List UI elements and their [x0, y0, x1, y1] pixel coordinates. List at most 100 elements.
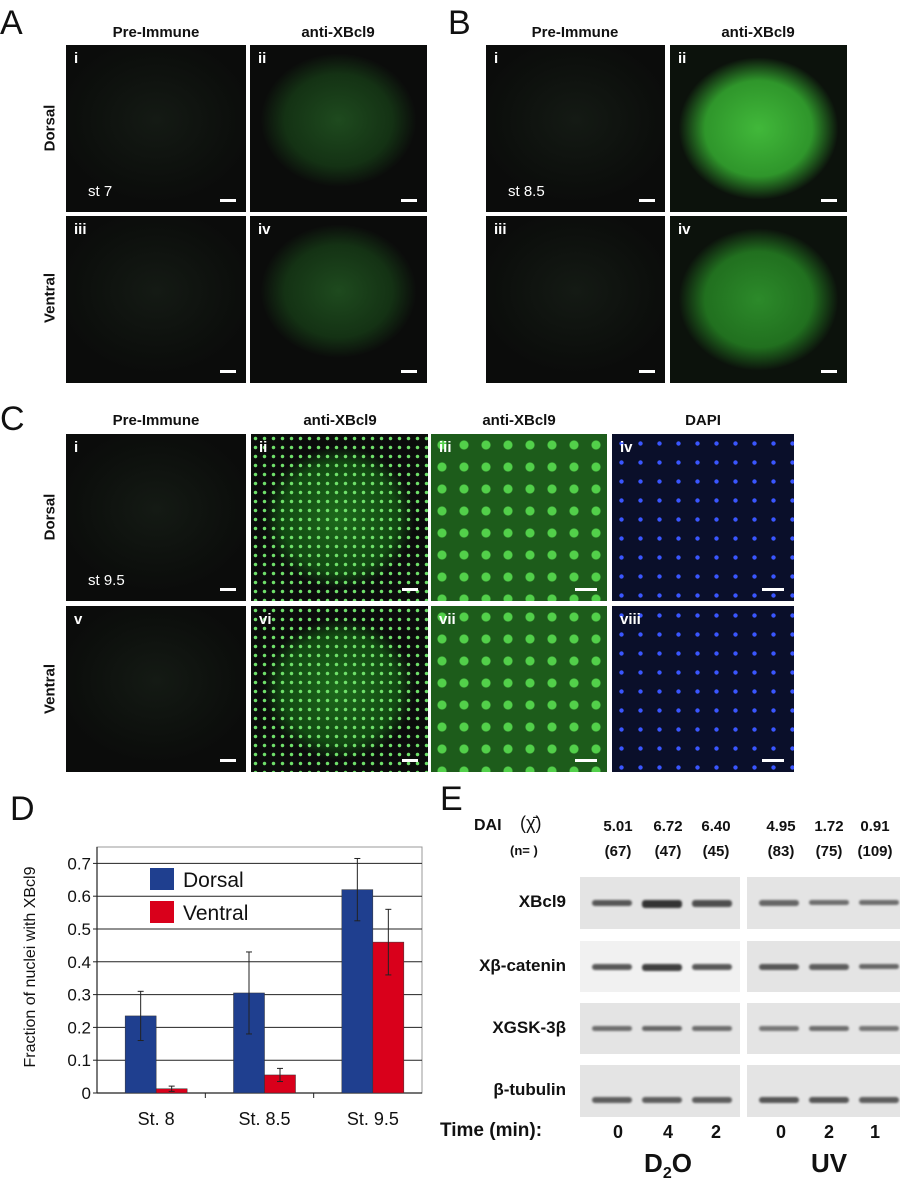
- micrograph-c-vii: vii: [431, 606, 607, 772]
- n-label: (n= ): [510, 843, 538, 858]
- scale-bar: [401, 370, 417, 373]
- bar-chart: 0 0.1 0.2 0.3 0.4 0.5 0.6 0.7 St. 8 St. 8.5 St. 9.…: [22, 846, 423, 1129]
- n-value: (83): [767, 843, 795, 860]
- protein-band: [642, 900, 682, 909]
- column-header: anti-XBcl9: [303, 412, 377, 429]
- micrograph-c-vi: vi: [251, 606, 428, 772]
- dai-mean-symbol: (χ̄): [520, 813, 542, 833]
- protein-band: [759, 1025, 799, 1031]
- n-value: (109): [857, 843, 893, 860]
- legend-swatch: [150, 868, 174, 890]
- dai-label: DAI: [474, 817, 502, 834]
- protein-band: [642, 1025, 682, 1032]
- blot-strip: [580, 1065, 740, 1117]
- legend-swatch: [150, 901, 174, 923]
- y-tick-label: 0.6: [67, 887, 91, 906]
- protein-band: [592, 963, 632, 970]
- scale-bar: [639, 370, 655, 373]
- row-label-ventral: Ventral: [41, 272, 59, 324]
- blot-strip: [747, 941, 900, 992]
- scale-bar: [821, 199, 837, 202]
- blot-row-label: Xβ-catenin: [479, 955, 566, 975]
- n-value: (47): [654, 843, 682, 860]
- protein-band: [692, 963, 732, 970]
- micrograph-c-i: i st 9.5: [66, 434, 246, 601]
- time-value: 1: [869, 1122, 881, 1142]
- protein-band: [809, 1097, 849, 1104]
- blot-strip: [580, 877, 740, 929]
- protein-band: [859, 1097, 899, 1103]
- blot-row-label: β-tubulin: [493, 1080, 566, 1099]
- protein-band: [759, 900, 799, 906]
- panel-label: i: [494, 50, 499, 67]
- protein-band: [859, 963, 899, 970]
- panel-label: vii: [439, 611, 456, 628]
- panel-letter-a: A: [0, 4, 23, 42]
- y-tick-label: 0.1: [67, 1051, 91, 1070]
- micrograph-a-iv: iv: [250, 216, 427, 383]
- protein-band: [759, 1097, 799, 1104]
- stage-label: st 8.5: [508, 183, 545, 200]
- scale-bar: [762, 588, 784, 591]
- n-value: (45): [702, 843, 730, 860]
- micrograph-c-v: v: [66, 606, 246, 772]
- dai-value: 6.72: [653, 818, 683, 835]
- scale-bar: [575, 588, 597, 591]
- blot-strip: [580, 1003, 740, 1054]
- y-tick-label: 0: [82, 1084, 91, 1103]
- protein-band: [809, 1025, 849, 1032]
- protein-band: [642, 963, 682, 971]
- protein-band: [692, 1097, 732, 1103]
- stage-label: st 9.5: [88, 572, 125, 589]
- bar-dorsal: [233, 992, 265, 1094]
- group-label-part: O: [671, 1148, 692, 1178]
- blot-row-label: XBcl9: [518, 892, 566, 911]
- time-value: 2: [823, 1122, 835, 1142]
- y-tick-label: 0.3: [67, 986, 91, 1005]
- panel-letter-e: E: [440, 780, 463, 818]
- scale-bar: [220, 588, 236, 591]
- panel-label: iv: [678, 221, 691, 238]
- scale-bar: [402, 759, 418, 762]
- protein-band: [592, 1025, 632, 1032]
- protein-band: [592, 900, 632, 907]
- scale-bar: [220, 370, 236, 373]
- protein-band: [692, 900, 732, 907]
- column-header: anti-XBcl9: [482, 412, 556, 429]
- y-tick-label: 0.7: [67, 854, 91, 873]
- panel-label: ii: [259, 439, 268, 456]
- scale-bar: [220, 199, 236, 202]
- x-tick-label: St. 9.5: [347, 1109, 399, 1129]
- y-tick-label: 0.2: [67, 1018, 91, 1037]
- protein-band: [642, 1097, 682, 1103]
- panel-label: iv: [620, 439, 633, 456]
- protein-band: [759, 963, 799, 970]
- scale-bar: [762, 759, 784, 762]
- panel-label: viii: [620, 611, 641, 628]
- protein-band: [809, 963, 849, 970]
- group-label-d2o: D2O: [644, 1148, 692, 1183]
- column-header: Pre-Immune: [112, 412, 200, 429]
- micrograph-b-ii: ii: [670, 45, 847, 212]
- scale-bar: [220, 759, 236, 762]
- y-tick-label: 0.5: [67, 920, 91, 939]
- time-value: 0: [775, 1122, 787, 1142]
- micrograph-c-viii: viii: [612, 606, 794, 772]
- n-value: (75): [815, 843, 843, 860]
- panel-label: v: [74, 611, 83, 628]
- micrograph-c-iv: iv: [612, 434, 794, 601]
- row-label-ventral: Ventral: [41, 663, 59, 715]
- scale-bar: [639, 199, 655, 202]
- panel-label: iii: [74, 221, 87, 238]
- dai-value: 1.72: [814, 818, 844, 835]
- micrograph-b-iii: iii: [486, 216, 665, 383]
- blot-row-label: XGSK-3β: [492, 1017, 566, 1037]
- scale-bar: [401, 199, 417, 202]
- x-tick-label: St. 8: [138, 1109, 175, 1129]
- blot-strip: [747, 877, 900, 929]
- panel-letter-c: C: [0, 400, 25, 438]
- protein-band: [859, 900, 899, 906]
- panel-letter-b: B: [448, 4, 471, 42]
- panel-label: vi: [259, 611, 272, 628]
- micrograph-a-i: i st 7: [66, 45, 246, 212]
